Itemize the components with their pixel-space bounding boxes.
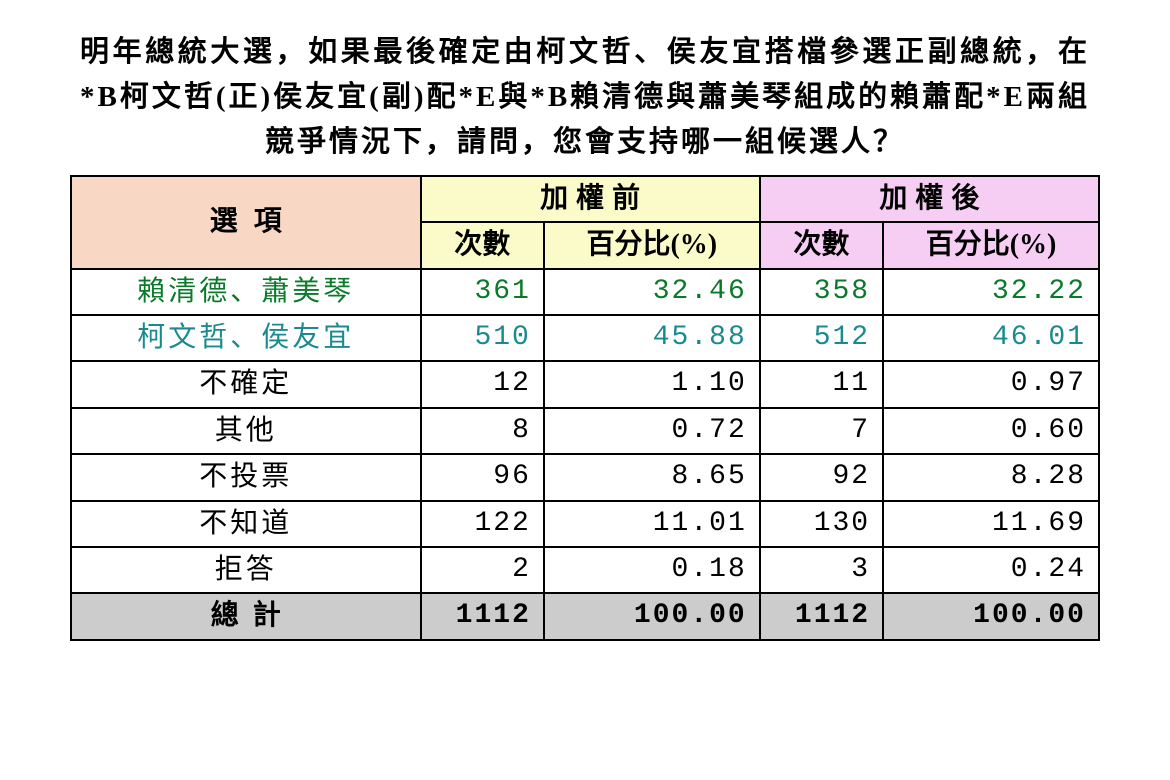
header-row-1: 選項 加權前 加權後	[71, 176, 1099, 222]
total-before_pct: 100.00	[544, 593, 760, 639]
cell-after_pct: 0.60	[883, 408, 1099, 454]
header-before-count: 次數	[421, 222, 544, 268]
table-row: 賴清德、蕭美琴36132.4635832.22	[71, 269, 1099, 315]
header-after-count: 次數	[760, 222, 883, 268]
total-after_count: 1112	[760, 593, 883, 639]
cell-after_count: 512	[760, 315, 883, 361]
cell-after_count: 92	[760, 454, 883, 500]
header-after: 加權後	[760, 176, 1099, 222]
cell-before_count: 12	[421, 361, 544, 407]
total-label: 總計	[71, 593, 421, 639]
cell-after_pct: 8.28	[883, 454, 1099, 500]
row-option-label: 不確定	[71, 361, 421, 407]
cell-after_count: 358	[760, 269, 883, 315]
survey-question: 明年總統大選，如果最後確定由柯文哲、侯友宜搭檔參選正副總統，在*B柯文哲(正)侯…	[70, 30, 1100, 165]
cell-before_count: 96	[421, 454, 544, 500]
cell-before_count: 122	[421, 501, 544, 547]
table-row: 不投票968.65928.28	[71, 454, 1099, 500]
total-before_count: 1112	[421, 593, 544, 639]
cell-before_pct: 45.88	[544, 315, 760, 361]
row-option-label: 柯文哲、侯友宜	[71, 315, 421, 361]
cell-before_pct: 0.18	[544, 547, 760, 593]
cell-before_pct: 8.65	[544, 454, 760, 500]
header-after-percent: 百分比(%)	[883, 222, 1099, 268]
total-after_pct: 100.00	[883, 593, 1099, 639]
row-option-label: 賴清德、蕭美琴	[71, 269, 421, 315]
cell-before_count: 8	[421, 408, 544, 454]
cell-after_count: 11	[760, 361, 883, 407]
row-option-label: 不投票	[71, 454, 421, 500]
cell-after_count: 7	[760, 408, 883, 454]
cell-after_pct: 11.69	[883, 501, 1099, 547]
cell-before_count: 361	[421, 269, 544, 315]
cell-after_pct: 46.01	[883, 315, 1099, 361]
cell-before_pct: 1.10	[544, 361, 760, 407]
table-row: 不確定121.10110.97	[71, 361, 1099, 407]
table-row: 柯文哲、侯友宜51045.8851246.01	[71, 315, 1099, 361]
cell-before_pct: 32.46	[544, 269, 760, 315]
cell-after_pct: 0.97	[883, 361, 1099, 407]
cell-after_count: 3	[760, 547, 883, 593]
header-before: 加權前	[421, 176, 760, 222]
row-option-label: 拒答	[71, 547, 421, 593]
row-option-label: 其他	[71, 408, 421, 454]
cell-after_pct: 0.24	[883, 547, 1099, 593]
table-row: 其他80.7270.60	[71, 408, 1099, 454]
survey-table: 選項 加權前 加權後 次數 百分比(%) 次數 百分比(%) 賴清德、蕭美琴36…	[70, 175, 1100, 641]
cell-before_count: 510	[421, 315, 544, 361]
table-row: 不知道12211.0113011.69	[71, 501, 1099, 547]
cell-before_pct: 0.72	[544, 408, 760, 454]
total-row: 總計1112100.001112100.00	[71, 593, 1099, 639]
cell-after_pct: 32.22	[883, 269, 1099, 315]
table-body: 賴清德、蕭美琴36132.4635832.22柯文哲、侯友宜51045.8851…	[71, 269, 1099, 640]
table-row: 拒答20.1830.24	[71, 547, 1099, 593]
cell-before_count: 2	[421, 547, 544, 593]
header-before-percent: 百分比(%)	[544, 222, 760, 268]
header-option: 選項	[71, 176, 421, 269]
row-option-label: 不知道	[71, 501, 421, 547]
cell-before_pct: 11.01	[544, 501, 760, 547]
cell-after_count: 130	[760, 501, 883, 547]
